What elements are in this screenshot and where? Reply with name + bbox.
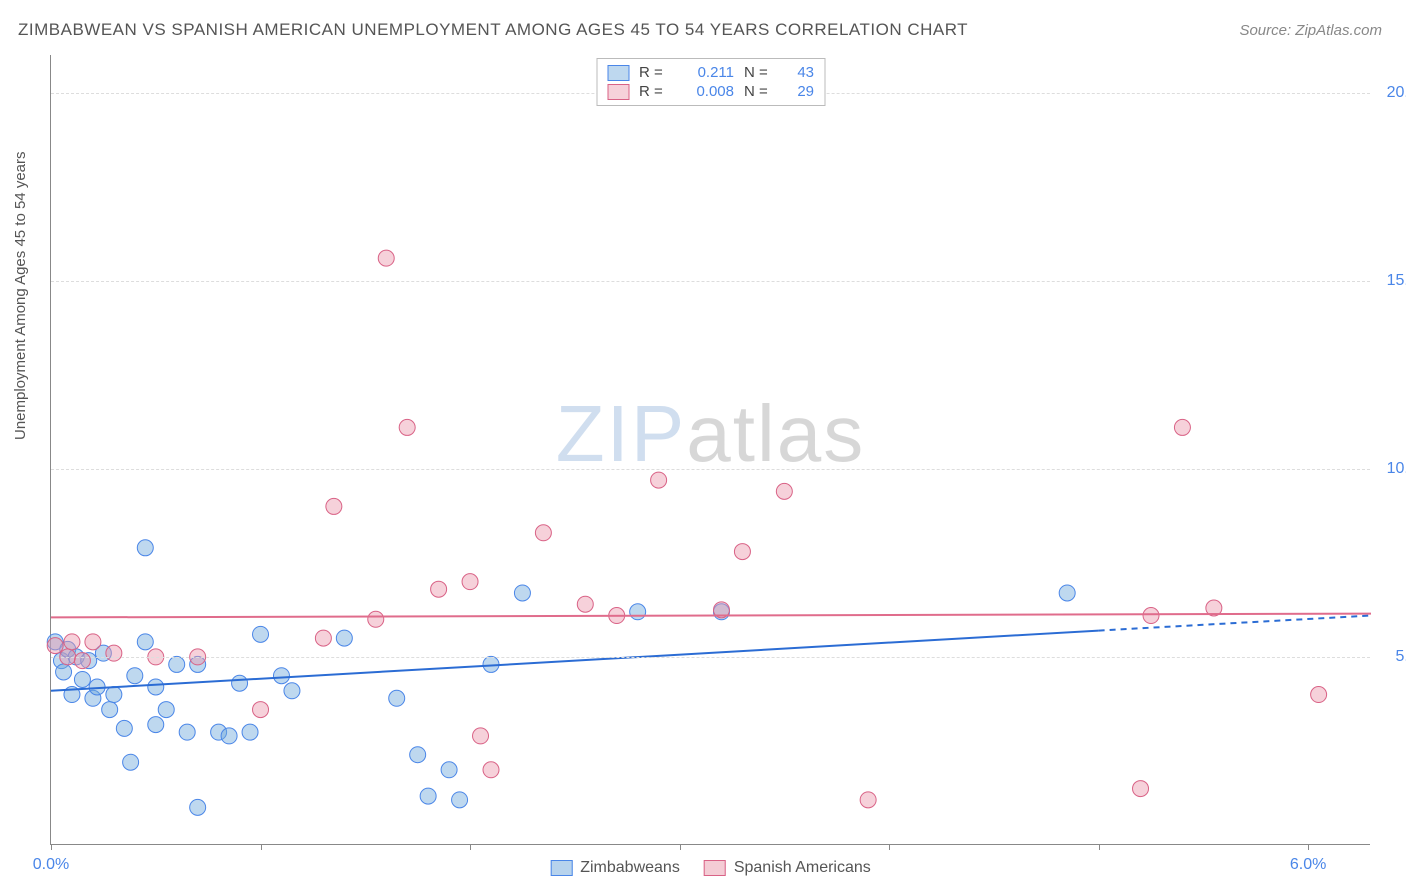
scatter-point bbox=[399, 419, 415, 435]
scatter-point bbox=[368, 611, 384, 627]
scatter-point bbox=[232, 675, 248, 691]
scatter-point bbox=[116, 720, 132, 736]
y-axis-label: Unemployment Among Ages 45 to 54 years bbox=[12, 151, 29, 440]
trend-line-dashed bbox=[1099, 616, 1371, 631]
scatter-point bbox=[326, 498, 342, 514]
scatter-point bbox=[431, 581, 447, 597]
legend-series: Zimbabweans Spanish Americans bbox=[550, 859, 871, 877]
chart-title: ZIMBABWEAN VS SPANISH AMERICAN UNEMPLOYM… bbox=[18, 20, 968, 40]
scatter-point bbox=[148, 679, 164, 695]
scatter-point bbox=[1059, 585, 1075, 601]
scatter-point bbox=[410, 747, 426, 763]
scatter-point bbox=[102, 702, 118, 718]
scatter-point bbox=[473, 728, 489, 744]
scatter-point bbox=[514, 585, 530, 601]
scatter-point bbox=[253, 626, 269, 642]
scatter-point bbox=[483, 762, 499, 778]
y-tick-label: 20.0% bbox=[1387, 84, 1406, 102]
legend-label: Spanish Americans bbox=[734, 859, 871, 877]
legend-swatch bbox=[607, 65, 629, 81]
scatter-point bbox=[137, 634, 153, 650]
legend-item: Zimbabweans bbox=[550, 859, 680, 877]
scatter-point bbox=[74, 653, 90, 669]
scatter-point bbox=[389, 690, 405, 706]
scatter-point bbox=[1133, 781, 1149, 797]
trend-line bbox=[51, 631, 1099, 691]
legend-item: Spanish Americans bbox=[704, 859, 871, 877]
scatter-point bbox=[452, 792, 468, 808]
scatter-point bbox=[221, 728, 237, 744]
scatter-point bbox=[1143, 608, 1159, 624]
scatter-point bbox=[74, 671, 90, 687]
scatter-point bbox=[137, 540, 153, 556]
scatter-point bbox=[776, 483, 792, 499]
scatter-point bbox=[127, 668, 143, 684]
scatter-point bbox=[577, 596, 593, 612]
scatter-point bbox=[630, 604, 646, 620]
scatter-point bbox=[273, 668, 289, 684]
scatter-point bbox=[242, 724, 258, 740]
scatter-point bbox=[85, 634, 101, 650]
gridline bbox=[51, 657, 1370, 658]
scatter-point bbox=[1174, 419, 1190, 435]
scatter-point bbox=[253, 702, 269, 718]
scatter-point bbox=[315, 630, 331, 646]
plot-svg bbox=[51, 55, 1371, 845]
y-tick-label: 5.0% bbox=[1396, 648, 1406, 666]
legend-r-label: R = bbox=[639, 64, 669, 81]
legend-row: R = 0.211 N = 43 bbox=[607, 63, 814, 82]
x-tick-label: 0.0% bbox=[33, 856, 69, 874]
legend-r-label: R = bbox=[639, 83, 669, 100]
legend-swatch bbox=[607, 84, 629, 100]
scatter-point bbox=[179, 724, 195, 740]
x-tick bbox=[889, 844, 890, 850]
legend-n-label: N = bbox=[744, 83, 774, 100]
y-tick-label: 10.0% bbox=[1387, 460, 1406, 478]
scatter-point bbox=[148, 717, 164, 733]
y-tick-label: 15.0% bbox=[1387, 272, 1406, 290]
scatter-point bbox=[284, 683, 300, 699]
scatter-point bbox=[378, 250, 394, 266]
scatter-point bbox=[106, 687, 122, 703]
x-tick bbox=[470, 844, 471, 850]
scatter-point bbox=[441, 762, 457, 778]
scatter-point bbox=[123, 754, 139, 770]
legend-swatch bbox=[550, 860, 572, 876]
legend-row: R = 0.008 N = 29 bbox=[607, 82, 814, 101]
x-tick bbox=[1099, 844, 1100, 850]
scatter-point bbox=[651, 472, 667, 488]
legend-stats: R = 0.211 N = 43 R = 0.008 N = 29 bbox=[596, 58, 825, 106]
legend-n-label: N = bbox=[744, 64, 774, 81]
x-tick-label: 6.0% bbox=[1290, 856, 1326, 874]
scatter-point bbox=[47, 638, 63, 654]
scatter-point bbox=[56, 664, 72, 680]
scatter-point bbox=[190, 799, 206, 815]
x-tick bbox=[261, 844, 262, 850]
scatter-point bbox=[1311, 687, 1327, 703]
legend-label: Zimbabweans bbox=[580, 859, 680, 877]
scatter-point bbox=[336, 630, 352, 646]
scatter-point bbox=[420, 788, 436, 804]
legend-n-value: 43 bbox=[784, 64, 814, 81]
scatter-plot: ZIPatlas 5.0%10.0%15.0%20.0%0.0%6.0%R =0… bbox=[50, 55, 1370, 845]
scatter-point bbox=[860, 792, 876, 808]
legend-swatch bbox=[704, 860, 726, 876]
source-label: Source: ZipAtlas.com bbox=[1239, 22, 1382, 39]
scatter-point bbox=[158, 702, 174, 718]
scatter-point bbox=[535, 525, 551, 541]
x-tick bbox=[1308, 844, 1309, 850]
x-tick bbox=[680, 844, 681, 850]
scatter-point bbox=[462, 574, 478, 590]
scatter-point bbox=[64, 634, 80, 650]
legend-r-value: 0.008 bbox=[679, 83, 734, 100]
scatter-point bbox=[106, 645, 122, 661]
legend-n-value: 29 bbox=[784, 83, 814, 100]
scatter-point bbox=[169, 656, 185, 672]
scatter-point bbox=[734, 544, 750, 560]
gridline bbox=[51, 469, 1370, 470]
trend-line bbox=[51, 614, 1371, 618]
gridline bbox=[51, 281, 1370, 282]
x-tick bbox=[51, 844, 52, 850]
legend-r-value: 0.211 bbox=[679, 64, 734, 81]
